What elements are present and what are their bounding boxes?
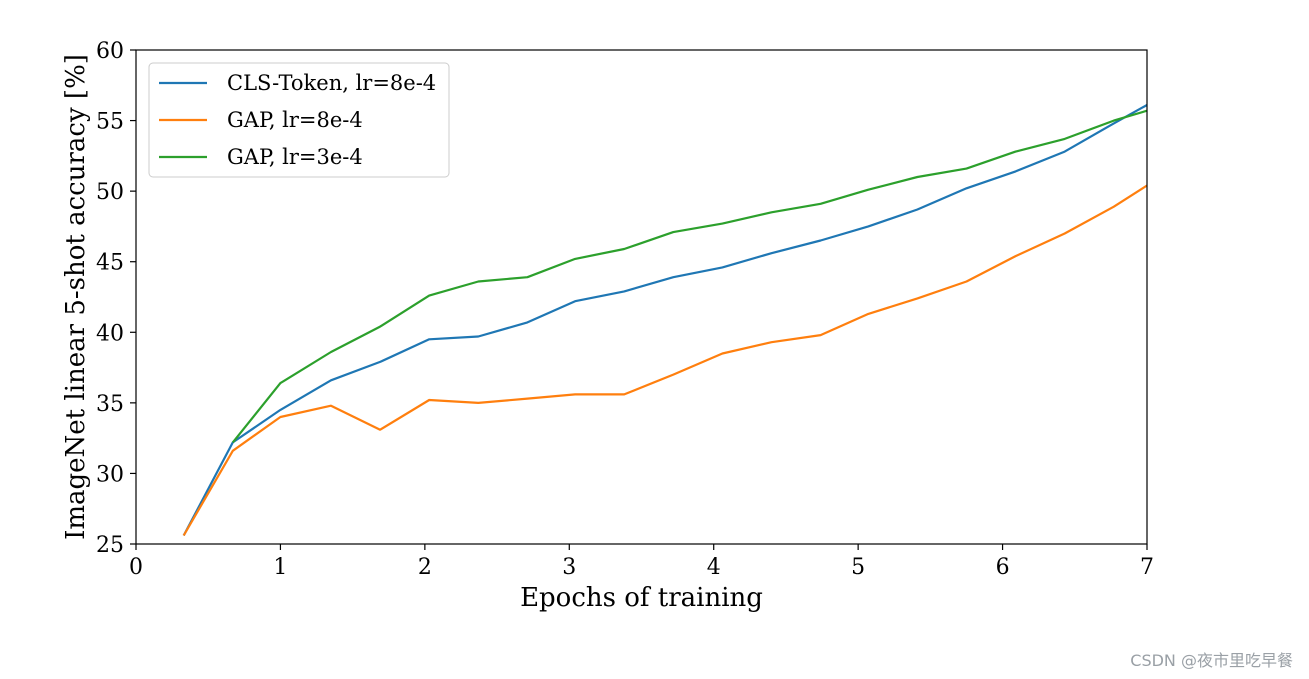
series-line-2 bbox=[182, 184, 1148, 537]
x-tick-label: 6 bbox=[996, 555, 1010, 580]
y-tick-label: 60 bbox=[96, 39, 124, 64]
legend-entry-label: CLS-Token, lr=8e-4 bbox=[227, 71, 436, 95]
x-tick-label: 3 bbox=[562, 555, 576, 580]
watermark: CSDN @夜市里吃早餐 bbox=[1130, 651, 1293, 670]
y-tick-label: 55 bbox=[96, 110, 124, 135]
plot-frame bbox=[135, 49, 1148, 545]
x-tick-label: 0 bbox=[129, 555, 143, 580]
plot-area bbox=[182, 104, 1148, 537]
y-tick-label: 40 bbox=[96, 321, 124, 346]
x-tick-label: 1 bbox=[273, 555, 287, 580]
x-axis-label: Epochs of training bbox=[520, 583, 763, 613]
x-tick-label: 5 bbox=[851, 555, 865, 580]
y-tick-label: 25 bbox=[96, 533, 124, 558]
y-tick-label: 45 bbox=[96, 251, 124, 276]
x-tick-label: 7 bbox=[1140, 555, 1154, 580]
x-tick-label: 2 bbox=[418, 555, 432, 580]
y-tick-label: 50 bbox=[96, 180, 124, 205]
series-line-1 bbox=[182, 104, 1148, 537]
legend-entry-label: GAP, lr=8e-4 bbox=[227, 108, 363, 132]
y-tick-label: 35 bbox=[96, 392, 124, 417]
legend-box bbox=[148, 62, 450, 178]
x-tick-label: 4 bbox=[707, 555, 721, 580]
legend-entry-label: GAP, lr=3e-4 bbox=[227, 145, 363, 169]
series-line-3 bbox=[231, 109, 1148, 444]
legend: CLS-Token, lr=8e-4 GAP, lr=8e-4 GAP, lr=3e… bbox=[148, 62, 450, 178]
y-axis-label: ImageNet linear 5-shot accuracy [%] bbox=[61, 54, 91, 540]
y-tick-label: 30 bbox=[96, 462, 124, 487]
